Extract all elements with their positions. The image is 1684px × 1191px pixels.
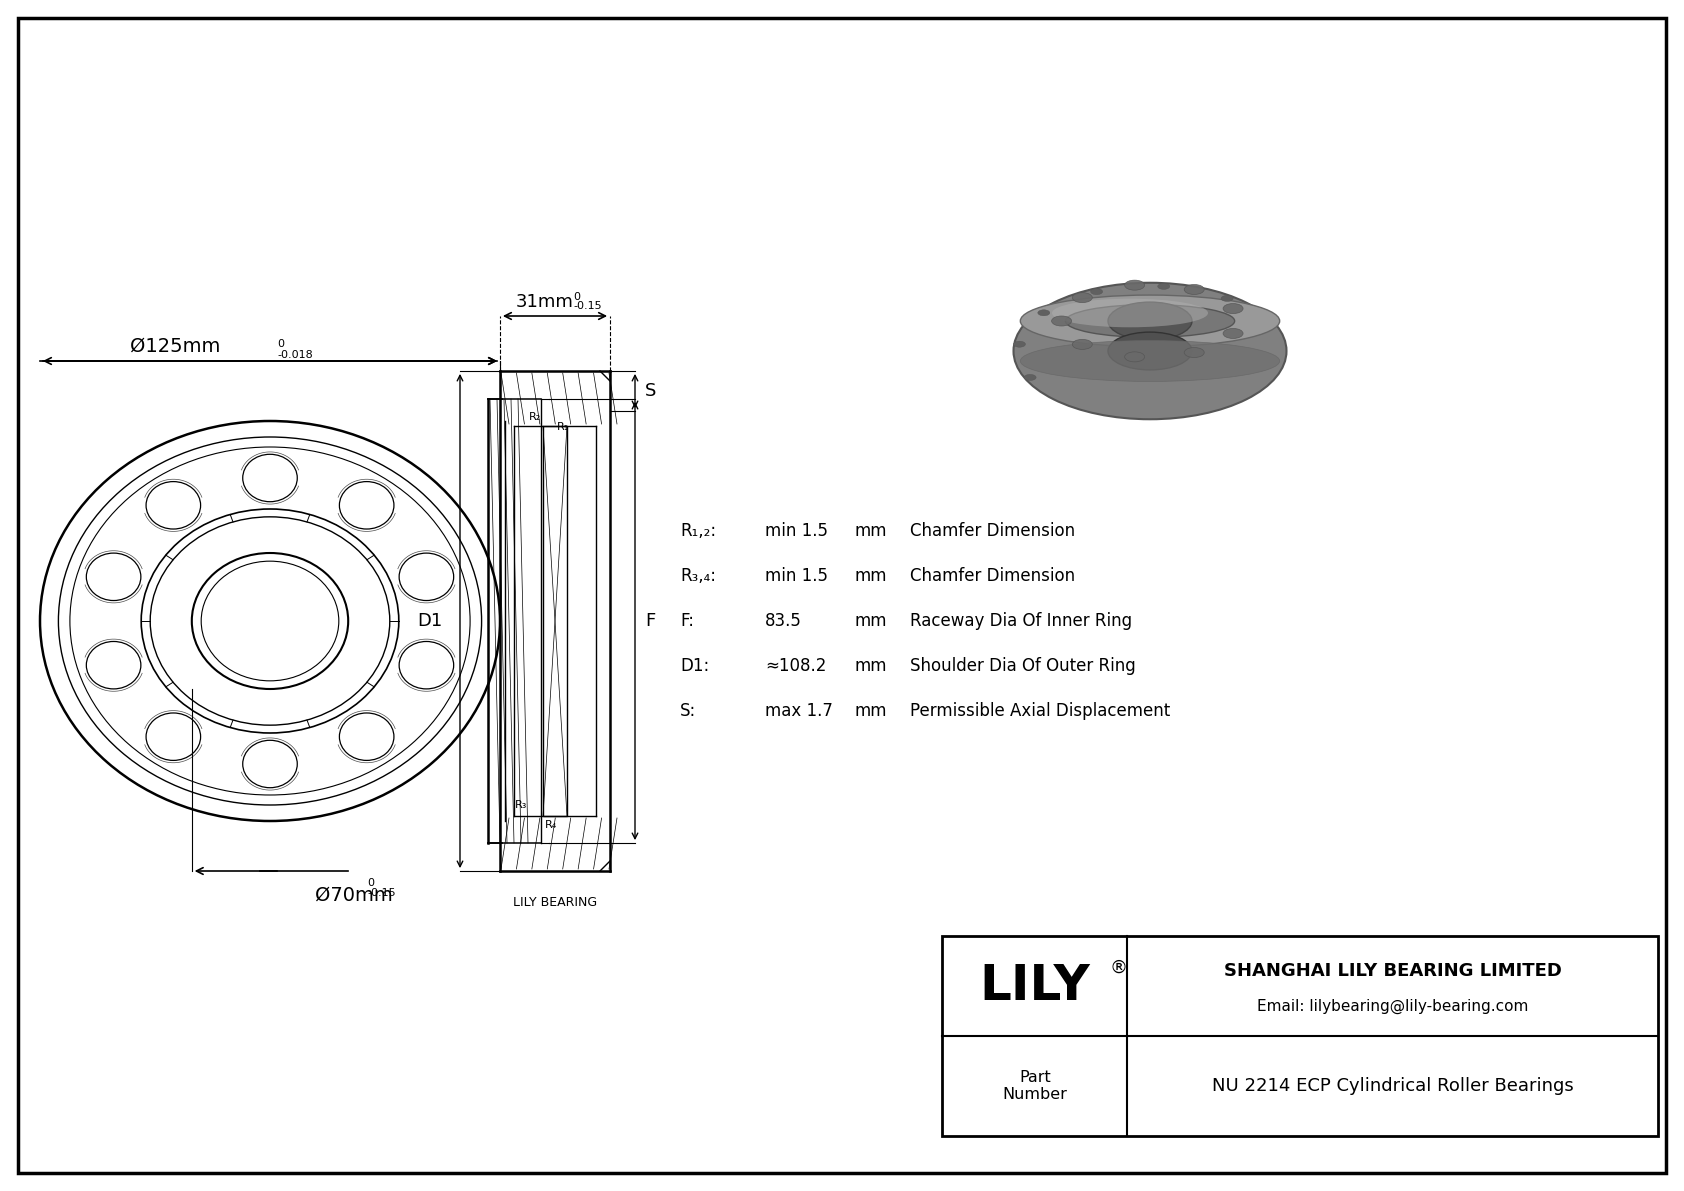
Ellipse shape: [1052, 299, 1207, 328]
Text: mm: mm: [855, 701, 887, 721]
Text: R₄: R₄: [546, 819, 557, 830]
Text: Shoulder Dia Of Outer Ring: Shoulder Dia Of Outer Ring: [909, 657, 1135, 675]
Ellipse shape: [1066, 305, 1234, 337]
Ellipse shape: [1184, 285, 1204, 294]
Text: mm: mm: [855, 612, 887, 630]
Text: ®: ®: [1110, 959, 1128, 977]
Text: 83.5: 83.5: [765, 612, 802, 630]
Text: NU 2214 ECP Cylindrical Roller Bearings: NU 2214 ECP Cylindrical Roller Bearings: [1211, 1077, 1573, 1095]
Ellipse shape: [1091, 288, 1103, 294]
Text: Ø125mm: Ø125mm: [130, 337, 221, 356]
Ellipse shape: [1223, 329, 1243, 338]
Text: Raceway Dia Of Inner Ring: Raceway Dia Of Inner Ring: [909, 612, 1132, 630]
Text: R₃: R₃: [515, 800, 527, 810]
Text: R₁,₂:: R₁,₂:: [680, 522, 716, 540]
Text: -0.018: -0.018: [276, 350, 313, 360]
Text: max 1.7: max 1.7: [765, 701, 834, 721]
Text: -0.15: -0.15: [573, 301, 601, 311]
Ellipse shape: [1024, 374, 1036, 380]
Text: LILY: LILY: [980, 962, 1090, 1010]
Text: D1:: D1:: [680, 657, 709, 675]
Text: mm: mm: [855, 657, 887, 675]
Text: Chamfer Dimension: Chamfer Dimension: [909, 567, 1074, 585]
Text: Chamfer Dimension: Chamfer Dimension: [909, 522, 1074, 540]
Ellipse shape: [1051, 316, 1071, 326]
Text: Part
Number: Part Number: [1002, 1070, 1068, 1102]
Text: S: S: [645, 382, 657, 400]
Ellipse shape: [1184, 348, 1204, 357]
Text: F:: F:: [680, 612, 694, 630]
Text: R₂: R₂: [529, 412, 541, 422]
Ellipse shape: [1125, 280, 1145, 291]
Text: SHANGHAI LILY BEARING LIMITED: SHANGHAI LILY BEARING LIMITED: [1224, 962, 1561, 980]
Ellipse shape: [1108, 332, 1192, 370]
Text: R₃,₄:: R₃,₄:: [680, 567, 716, 585]
Text: LILY BEARING: LILY BEARING: [514, 896, 598, 909]
Text: Email: lilybearing@lily-bearing.com: Email: lilybearing@lily-bearing.com: [1256, 998, 1527, 1014]
Text: -0.15: -0.15: [367, 888, 396, 898]
Text: 0: 0: [276, 339, 285, 349]
Text: 31mm: 31mm: [515, 293, 574, 311]
Ellipse shape: [1125, 351, 1145, 362]
Text: min 1.5: min 1.5: [765, 567, 829, 585]
Ellipse shape: [1014, 341, 1026, 348]
Ellipse shape: [1037, 310, 1049, 316]
Ellipse shape: [1021, 295, 1280, 347]
Ellipse shape: [1157, 283, 1170, 289]
Text: 0: 0: [573, 292, 579, 303]
Text: mm: mm: [855, 522, 887, 540]
Text: D1: D1: [418, 612, 443, 630]
Text: S:: S:: [680, 701, 695, 721]
Text: Ø70mm: Ø70mm: [315, 886, 392, 905]
Bar: [542, 426, 568, 816]
Ellipse shape: [1014, 282, 1287, 419]
Text: F: F: [645, 612, 655, 630]
Bar: [941, 936, 1659, 1136]
Text: R₁: R₁: [557, 422, 569, 432]
Text: mm: mm: [855, 567, 887, 585]
Ellipse shape: [1021, 341, 1280, 381]
Ellipse shape: [1073, 293, 1093, 303]
Ellipse shape: [1073, 339, 1093, 349]
Text: min 1.5: min 1.5: [765, 522, 829, 540]
Ellipse shape: [1108, 303, 1192, 339]
Text: Permissible Axial Displacement: Permissible Axial Displacement: [909, 701, 1170, 721]
Text: 0: 0: [367, 878, 374, 888]
Text: ≈108.2: ≈108.2: [765, 657, 827, 675]
Ellipse shape: [1221, 295, 1233, 301]
Ellipse shape: [1223, 304, 1243, 313]
